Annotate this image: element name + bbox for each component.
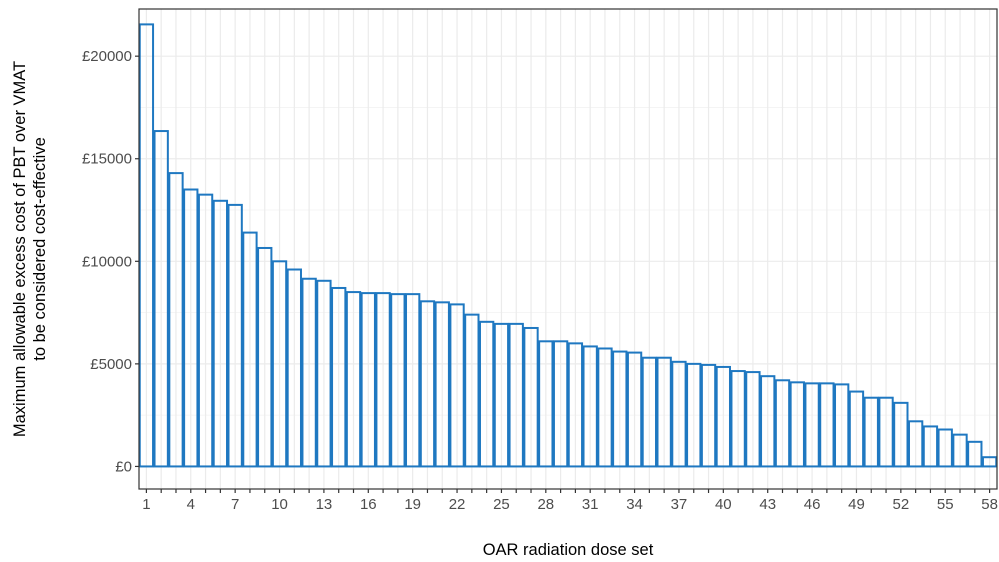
x-tick-label: 25 bbox=[493, 496, 510, 513]
bar bbox=[183, 188, 199, 468]
bar bbox=[582, 345, 598, 468]
bar bbox=[212, 199, 229, 468]
bar bbox=[760, 375, 776, 468]
bar bbox=[863, 396, 879, 468]
y-tick-label: £20000 bbox=[82, 48, 132, 65]
bar bbox=[242, 231, 258, 468]
bar bbox=[819, 382, 835, 468]
bar bbox=[345, 291, 362, 468]
bar bbox=[907, 420, 924, 468]
bar bbox=[612, 350, 628, 468]
x-tick-label: 58 bbox=[981, 496, 998, 513]
bar bbox=[405, 293, 421, 468]
bar bbox=[286, 268, 302, 468]
x-tick-label: 1 bbox=[142, 496, 150, 513]
x-tick-label: 7 bbox=[231, 496, 239, 513]
x-axis-title: OAR radiation dose set bbox=[483, 541, 654, 559]
bar bbox=[878, 396, 894, 468]
bar bbox=[168, 172, 184, 468]
bar bbox=[893, 401, 909, 468]
bar bbox=[138, 23, 155, 468]
bar bbox=[360, 292, 376, 468]
bar bbox=[789, 381, 805, 468]
bar bbox=[197, 193, 214, 468]
bar bbox=[804, 382, 820, 468]
x-tick-label: 55 bbox=[937, 496, 954, 513]
x-tick-label: 28 bbox=[537, 496, 554, 513]
bar bbox=[419, 300, 436, 468]
bar bbox=[316, 279, 332, 468]
bar bbox=[848, 390, 865, 468]
x-tick-label: 4 bbox=[187, 496, 195, 513]
x-tick-label: 52 bbox=[893, 496, 910, 513]
bar bbox=[552, 340, 569, 468]
bar bbox=[538, 340, 554, 468]
x-tick-label: 34 bbox=[626, 496, 643, 513]
x-tick-label: 19 bbox=[404, 496, 421, 513]
bar bbox=[153, 130, 169, 468]
bar bbox=[774, 379, 791, 468]
panel-border bbox=[138, 8, 998, 490]
y-tick-labels: £0 £5000 £10000 £15000 £20000 bbox=[82, 48, 132, 475]
bar bbox=[700, 363, 717, 468]
y-tick-label: £15000 bbox=[82, 151, 132, 168]
x-tick-label: 10 bbox=[271, 496, 288, 513]
bar bbox=[597, 347, 613, 468]
bar bbox=[952, 433, 968, 468]
bar bbox=[656, 356, 672, 468]
bar bbox=[967, 440, 983, 468]
bar bbox=[730, 370, 746, 468]
y-tick-label: £5000 bbox=[90, 356, 132, 373]
bar bbox=[834, 383, 850, 468]
bar bbox=[331, 286, 347, 468]
bar bbox=[745, 371, 761, 468]
bar bbox=[301, 277, 317, 468]
grid-lines bbox=[139, 9, 997, 489]
bar bbox=[715, 365, 731, 468]
x-tick-labels: 1 4 7 10 13 16 19 22 25 28 31 34 37 40 43 46 49 52 55 58 bbox=[142, 496, 998, 513]
y-tick-label: £10000 bbox=[82, 253, 132, 270]
x-tick-label: 37 bbox=[671, 496, 688, 513]
x-tick-label: 31 bbox=[582, 496, 599, 513]
bar bbox=[449, 303, 465, 468]
x-tick-label: 16 bbox=[360, 496, 377, 513]
x-tick-label: 40 bbox=[715, 496, 732, 513]
bar bbox=[508, 322, 524, 468]
bar bbox=[434, 301, 450, 468]
x-tick-label: 43 bbox=[759, 496, 776, 513]
bar bbox=[271, 260, 288, 468]
x-tick-label: 22 bbox=[449, 496, 466, 513]
x-tick-label: 49 bbox=[848, 496, 865, 513]
bar bbox=[227, 203, 243, 468]
bar bbox=[523, 326, 539, 468]
bar bbox=[937, 428, 953, 468]
bar bbox=[626, 351, 643, 468]
bar bbox=[981, 456, 998, 468]
bar bbox=[493, 322, 510, 468]
bar bbox=[922, 425, 939, 468]
axis-ticks bbox=[135, 55, 991, 493]
x-tick-label: 13 bbox=[316, 496, 333, 513]
y-tick-label: £0 bbox=[115, 458, 132, 475]
bar bbox=[375, 292, 391, 468]
y-axis-title-line-2: to be considered cost-effective bbox=[31, 137, 49, 361]
bar bbox=[390, 293, 406, 468]
bars bbox=[138, 23, 998, 468]
bar bbox=[641, 356, 658, 468]
x-tick-label: 46 bbox=[804, 496, 821, 513]
bar bbox=[478, 320, 495, 468]
bar bbox=[567, 342, 584, 468]
bar bbox=[257, 246, 273, 468]
bar bbox=[464, 313, 480, 468]
y-axis-title-line-1: Maximum allowable excess cost of PBT ove… bbox=[11, 61, 29, 437]
bar bbox=[671, 360, 687, 468]
bar bbox=[686, 362, 702, 468]
